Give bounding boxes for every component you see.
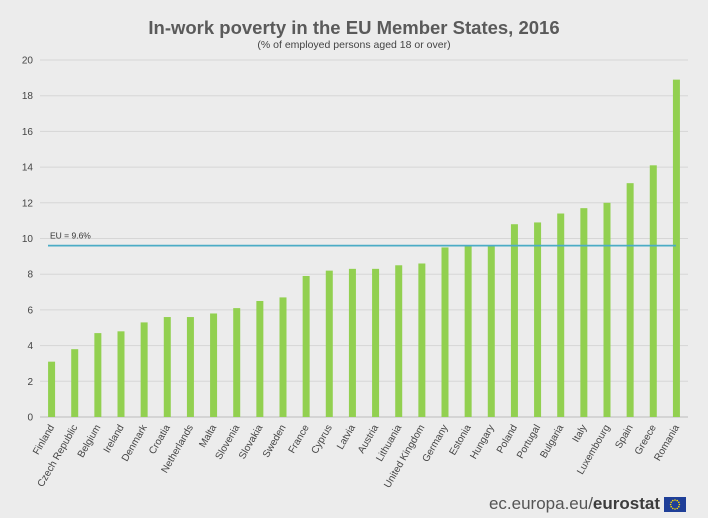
x-tick-label: Poland: [495, 423, 520, 455]
bar-germany: [441, 247, 449, 417]
bar-bulgaria: [557, 213, 565, 417]
x-tick-label: France: [287, 423, 312, 456]
bar-hungary: [487, 245, 495, 417]
eu-flag-icon: [664, 496, 686, 512]
bar-denmark: [140, 322, 148, 417]
x-tick-label: Austria: [356, 423, 381, 456]
bar-lithuania: [395, 265, 403, 417]
y-tick-label: 8: [27, 270, 33, 281]
x-tick-label: Ireland: [102, 423, 127, 455]
gridlines: [40, 59, 688, 418]
y-tick-label: 6: [27, 305, 33, 316]
bar-malta: [210, 313, 218, 417]
bar-greece: [649, 165, 657, 417]
x-tick-label: Malta: [197, 423, 219, 450]
bar-cyprus: [325, 270, 333, 417]
x-tick-label: Latvia: [335, 423, 358, 452]
footer-url[interactable]: ec.europa.eu/: [488, 494, 593, 513]
bar-netherlands: [186, 317, 194, 417]
bar-latvia: [348, 268, 356, 417]
bar-france: [302, 275, 310, 417]
x-tick-label: Spain: [613, 423, 635, 451]
y-tick-label: 12: [22, 198, 34, 209]
eu-average-line: EU = 9.6%: [48, 231, 676, 247]
eu-average-label: EU = 9.6%: [50, 231, 91, 241]
y-tick-label: 16: [22, 127, 34, 138]
y-tick-label: 20: [22, 56, 34, 67]
bar-finland: [48, 361, 56, 417]
bar-czech-republic: [71, 349, 79, 417]
y-tick-label: 18: [22, 91, 34, 102]
bar-portugal: [534, 222, 542, 417]
y-tick-label: 10: [22, 234, 34, 245]
bar-slovakia: [256, 300, 264, 417]
bar-romania: [672, 79, 680, 417]
bar-belgium: [94, 333, 102, 417]
bar-sweden: [279, 297, 287, 417]
bar-luxembourg: [603, 202, 611, 417]
bar-united-kingdom: [418, 263, 426, 417]
x-tick-label: Cyprus: [310, 423, 335, 456]
chart-subtitle: (% of employed persons aged 18 or over): [257, 39, 451, 51]
bars: [48, 79, 680, 417]
bar-italy: [580, 208, 588, 417]
chart-title: In-work poverty in the EU Member States,…: [148, 17, 560, 38]
footer: ec.europa.eu/ eurostat: [489, 494, 686, 514]
y-tick-label: 4: [27, 341, 33, 352]
bar-spain: [626, 183, 634, 417]
bar-poland: [510, 224, 518, 417]
bar-ireland: [117, 331, 125, 417]
bar-austria: [372, 268, 380, 417]
y-tick-label: 14: [22, 163, 34, 174]
bar-slovenia: [233, 308, 241, 417]
bar-croatia: [163, 317, 171, 417]
y-axis: 0 2 4 6 8 10 12 14 16 18 20: [22, 56, 34, 424]
x-tick-label: Italy: [571, 423, 590, 444]
y-tick-label: 2: [27, 377, 33, 388]
y-tick-label: 0: [27, 413, 33, 424]
eurostat-logo: eurostat: [592, 494, 660, 513]
bar-estonia: [464, 245, 472, 417]
